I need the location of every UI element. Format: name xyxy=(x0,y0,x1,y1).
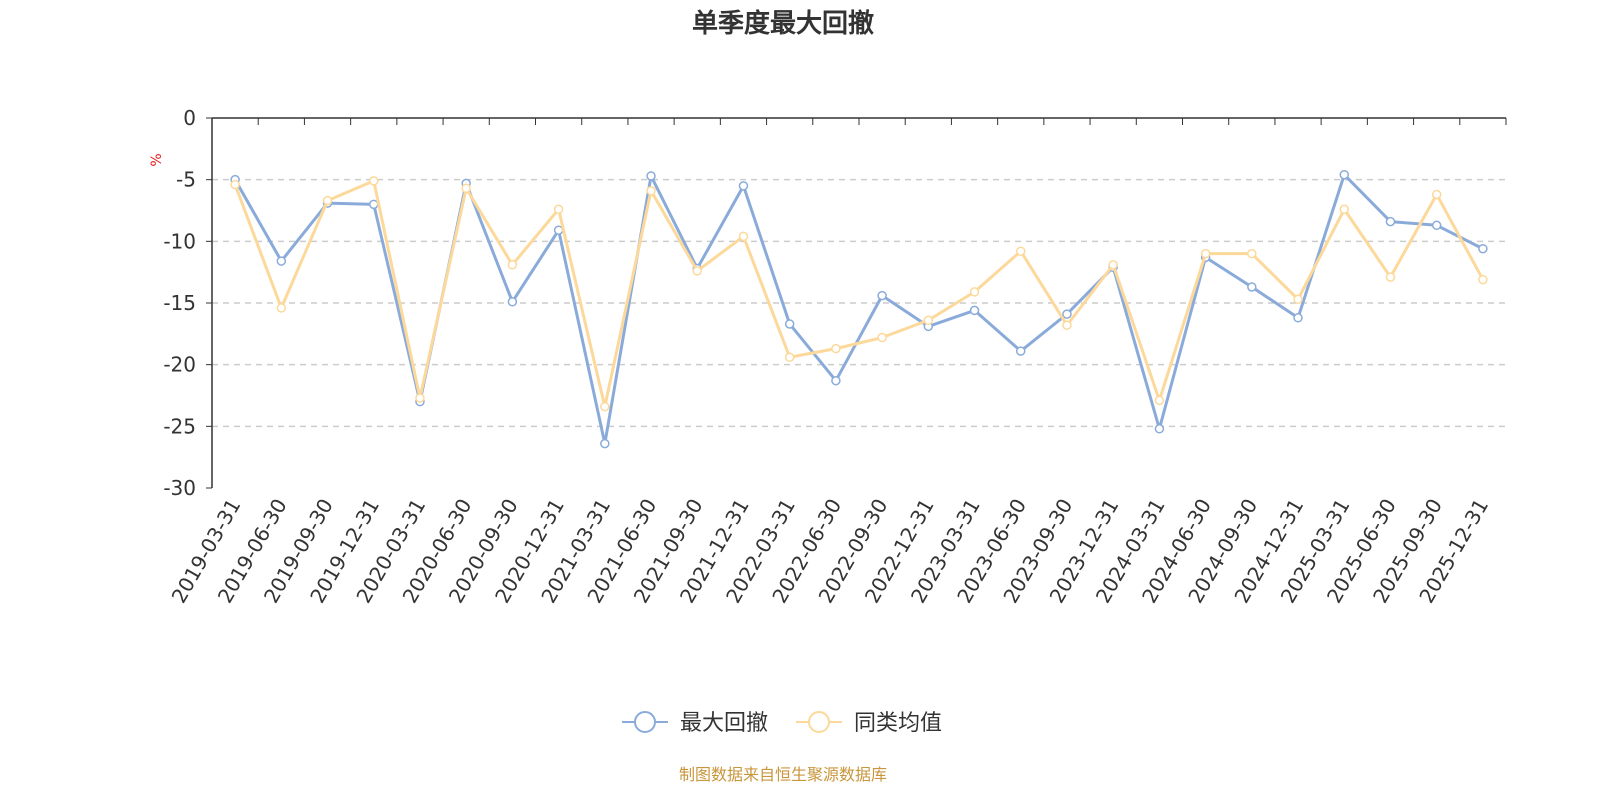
y-tick-label: -25 xyxy=(163,414,196,438)
x-ticks: 2019-03-312019-06-302019-09-302019-12-31… xyxy=(167,494,1494,607)
data-point[interactable] xyxy=(831,343,841,354)
data-point[interactable] xyxy=(1385,272,1396,282)
data-point[interactable] xyxy=(646,171,656,181)
data-point[interactable] xyxy=(784,319,795,329)
data-point[interactable] xyxy=(969,305,980,316)
data-point[interactable] xyxy=(1016,346,1026,356)
y-tick-label: 0 xyxy=(183,106,196,130)
data-point[interactable] xyxy=(877,290,887,301)
data-point[interactable] xyxy=(1478,243,1488,254)
y-tick-label: -10 xyxy=(163,229,196,253)
data-point[interactable] xyxy=(1339,204,1349,215)
axes xyxy=(206,117,1507,489)
data-point[interactable] xyxy=(877,332,887,343)
data-point[interactable] xyxy=(369,176,379,186)
data-point[interactable] xyxy=(507,297,518,307)
data-point[interactable] xyxy=(784,352,795,363)
grid-lines xyxy=(212,178,1506,428)
data-point[interactable] xyxy=(1154,395,1165,406)
data-point[interactable] xyxy=(1062,309,1072,319)
legend-item-category-average[interactable]: 同类均值 xyxy=(796,711,942,736)
data-point[interactable] xyxy=(322,195,333,206)
data-point[interactable] xyxy=(831,375,841,386)
data-point[interactable] xyxy=(1293,294,1303,305)
legend-marker-category-average xyxy=(808,711,830,733)
data-point[interactable] xyxy=(1431,220,1442,231)
series-1 xyxy=(230,176,1488,412)
chart-title: 单季度最大回撤 xyxy=(692,8,874,39)
legend-marker-max-drawdown xyxy=(634,711,656,733)
data-point[interactable] xyxy=(415,393,425,403)
legend: 最大回撤 同类均值 xyxy=(622,711,942,736)
data-point[interactable] xyxy=(923,315,934,326)
data-point[interactable] xyxy=(600,401,610,412)
series-line xyxy=(233,179,1485,409)
data-point[interactable] xyxy=(1339,169,1349,180)
data-point[interactable] xyxy=(1293,313,1303,323)
data-point[interactable] xyxy=(507,260,518,270)
data-point[interactable] xyxy=(646,186,656,196)
y-unit-label: % xyxy=(149,153,165,166)
legend-item-max-drawdown[interactable]: 最大回撤 xyxy=(622,711,768,736)
series-layer xyxy=(230,169,1488,449)
legend-label-max-drawdown: 最大回撤 xyxy=(680,711,768,736)
source-note: 制图数据来自恒生聚源数据库 xyxy=(679,765,887,784)
data-point[interactable] xyxy=(461,183,471,194)
data-point[interactable] xyxy=(738,231,749,242)
data-point[interactable] xyxy=(1247,282,1257,292)
series-0 xyxy=(230,169,1488,449)
data-point[interactable] xyxy=(1062,320,1072,330)
data-point[interactable] xyxy=(692,266,702,276)
data-point[interactable] xyxy=(1431,189,1442,200)
data-point[interactable] xyxy=(1016,246,1026,256)
data-point[interactable] xyxy=(1478,274,1488,285)
y-tick-label: -5 xyxy=(176,168,196,192)
data-point[interactable] xyxy=(1200,248,1211,259)
data-point[interactable] xyxy=(369,199,379,210)
data-point[interactable] xyxy=(276,303,287,313)
y-tick-label: -15 xyxy=(163,291,196,315)
y-tick-label: -20 xyxy=(163,353,196,377)
y-tick-label: -30 xyxy=(163,476,196,500)
data-point[interactable] xyxy=(600,438,610,449)
data-point[interactable] xyxy=(230,179,240,190)
data-point[interactable] xyxy=(1247,248,1257,259)
data-point[interactable] xyxy=(738,181,749,191)
y-ticks: 0 -5 -10 -15 -20 -25 -30 xyxy=(163,106,196,500)
data-point[interactable] xyxy=(276,256,287,266)
data-point[interactable] xyxy=(1154,424,1165,434)
data-point[interactable] xyxy=(1108,260,1118,270)
data-point[interactable] xyxy=(553,204,564,215)
data-point[interactable] xyxy=(969,287,980,297)
data-point[interactable] xyxy=(1385,216,1396,227)
legend-label-category-average: 同类均值 xyxy=(854,711,942,736)
